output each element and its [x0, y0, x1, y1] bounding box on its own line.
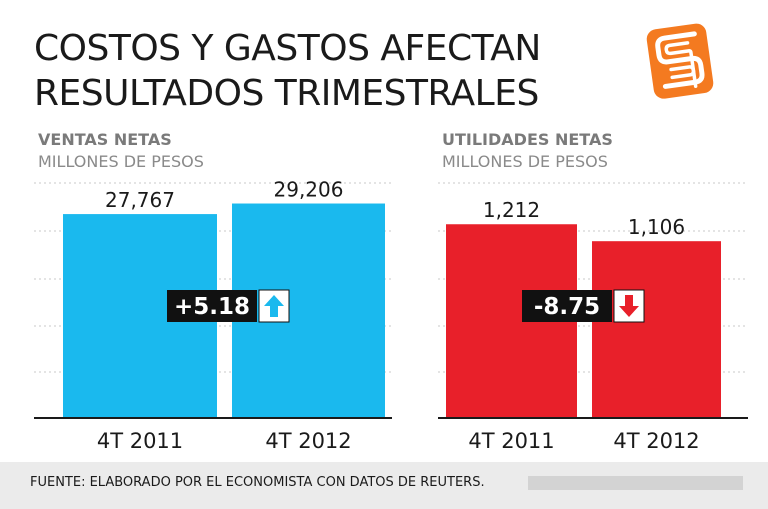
- x-tick-label: 4T 2011: [468, 429, 554, 453]
- data-label: 1,212: [483, 198, 540, 222]
- bar: [232, 203, 385, 418]
- charts: 27,767 4T 2011 29,206 4T 2012 +5.18 1,212 4T 2…: [34, 178, 748, 453]
- change-value: +5.18: [174, 294, 250, 320]
- panel-subtitle-ventas: MILLONES DE PESOS: [38, 152, 204, 171]
- data-label: 29,206: [274, 178, 344, 202]
- change-badge: [167, 290, 257, 322]
- footer-redacted-area: [528, 476, 743, 490]
- data-label: 27,767: [105, 188, 175, 212]
- data-label: 1,106: [628, 215, 685, 239]
- bar: [592, 241, 721, 418]
- arrow-down-icon: [619, 295, 639, 317]
- footer: FUENTE: ELABORADO POR EL ECONOMISTA CON …: [0, 462, 768, 509]
- panel-title-utilidades: UTILIDADES NETAS: [442, 130, 613, 149]
- title-line-1: COSTOS Y GASTOS AFECTAN: [34, 28, 541, 69]
- change-badge: [522, 290, 612, 322]
- change-value: -8.75: [534, 294, 600, 320]
- page-title: COSTOS Y GASTOS AFECTAN RESULTADOS TRIME…: [34, 26, 541, 116]
- arrow-up-icon: [264, 295, 284, 317]
- panel-subtitle-utilidades: MILLONES DE PESOS: [442, 152, 608, 171]
- x-tick-label: 4T 2012: [613, 429, 699, 453]
- el-economista-logo-icon: [646, 23, 714, 99]
- x-tick-label: 4T 2012: [265, 429, 351, 453]
- footer-source: FUENTE: ELABORADO POR EL ECONOMISTA CON …: [30, 475, 485, 490]
- x-tick-label: 4T 2011: [97, 429, 183, 453]
- panel-title-ventas: VENTAS NETAS: [38, 130, 172, 149]
- title-line-2: RESULTADOS TRIMESTRALES: [34, 73, 539, 114]
